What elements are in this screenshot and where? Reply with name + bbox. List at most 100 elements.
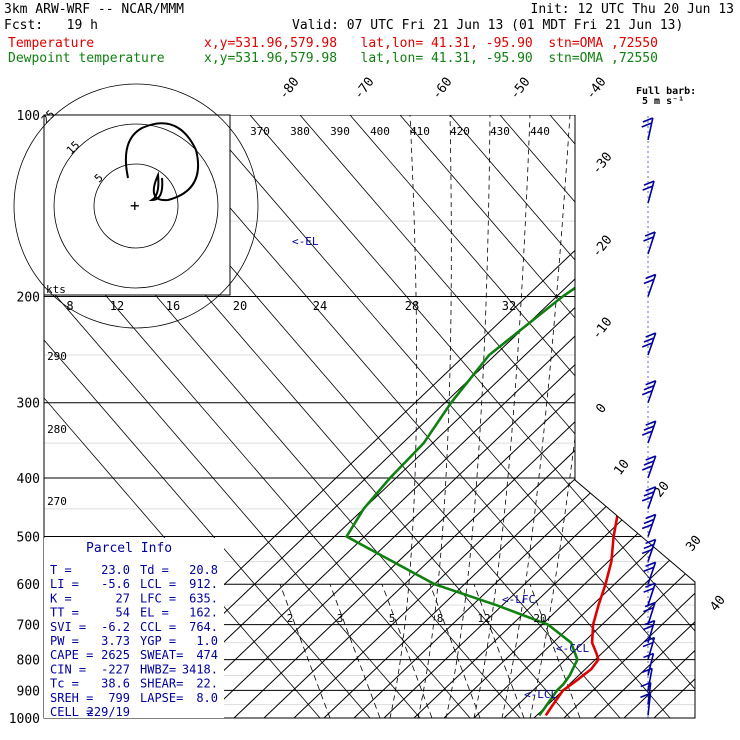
parcel-value: 764. — [189, 620, 218, 634]
parcel-key: EL = — [140, 606, 169, 620]
isotherm-label: -80 — [276, 75, 302, 103]
dry-adiabat — [44, 115, 371, 718]
hodograph-ring — [53, 123, 219, 289]
parcel-value: 229/19 — [87, 705, 130, 719]
parcel-value: 22. — [196, 677, 218, 691]
isotherm — [413, 115, 695, 718]
parcel-value: 912. — [189, 577, 218, 591]
pressure-label: 1000 — [9, 712, 40, 727]
hodograph-axis-label: 28 — [405, 299, 419, 313]
isotherm-label: 0 — [593, 401, 610, 416]
isotherm-label: 10 — [611, 457, 632, 479]
mixing-ratio-label: 5 — [389, 612, 396, 625]
hodograph-axis-label: 12 — [110, 299, 124, 313]
parcel-value: 8.0 — [196, 691, 218, 705]
parcel-key: CAPE = — [50, 648, 93, 662]
isotherm — [233, 115, 695, 718]
dry-adiabat — [499, 115, 695, 718]
parcel-value: -227 — [101, 662, 130, 676]
parcel-value: 799 — [108, 691, 130, 705]
mixing-ratio-line — [529, 584, 581, 718]
level-annotation: <-CCL — [556, 642, 589, 655]
dewpoint-location: x,y=531.96,579.98 lat,lon= 41.31, -95.90… — [204, 51, 658, 66]
pressure-label: 500 — [17, 530, 40, 545]
wind-barb — [641, 538, 657, 562]
moist-adiabat — [501, 115, 571, 718]
theta-label: 390 — [330, 125, 350, 138]
mixing-ratio-line — [381, 584, 433, 718]
parcel-key: Tc = — [50, 677, 79, 691]
theta-label: 380 — [290, 125, 310, 138]
mixing-ratio-label: 8 — [437, 612, 444, 625]
parcel-key: SREH = — [50, 691, 93, 705]
parcel-value: 162. — [189, 606, 218, 620]
dry-adiabat — [44, 115, 421, 718]
moist-adiabat — [389, 115, 418, 718]
parcel-value: 27 — [116, 591, 130, 605]
level-annotation: <-LCL — [524, 688, 557, 701]
theta-label: 370 — [250, 125, 270, 138]
barb-legend-title: Full barb: — [636, 86, 696, 97]
isotherm — [293, 115, 695, 718]
hodograph-box — [43, 114, 231, 296]
parcel-key: LAPSE= — [140, 691, 183, 705]
wind-barb — [641, 486, 657, 510]
moist-adiabat — [529, 115, 611, 718]
parcel-value: 2625 — [101, 648, 130, 662]
pressure-label: 200 — [17, 291, 40, 306]
isotherm-label: -50 — [507, 75, 533, 103]
level-annotation: <-EL — [292, 235, 319, 248]
wind-barb — [641, 667, 653, 691]
isotherm — [323, 115, 695, 718]
parcel-value: 1.0 — [196, 634, 218, 648]
parcel-value: 20.8 — [189, 563, 218, 577]
pressure-label: 600 — [17, 578, 40, 593]
theta-label: 440 — [530, 125, 550, 138]
hodograph-origin: + — [130, 196, 140, 215]
parcel-value: 54 — [116, 606, 130, 620]
theta-label: 420 — [450, 125, 470, 138]
isotherm-label: 40 — [707, 593, 728, 615]
moist-adiabat — [417, 115, 452, 718]
isotherm-label: -60 — [429, 75, 455, 103]
dry-adiabat — [449, 115, 695, 718]
dry-adiabat — [599, 115, 695, 718]
dry-adiabat — [549, 115, 695, 718]
isotherm-label: -10 — [589, 315, 615, 343]
wind-barb — [643, 652, 655, 676]
parcel-value: -6.2 — [101, 620, 130, 634]
parcel-key: SHEAR= — [140, 677, 183, 691]
wind-barb — [642, 180, 655, 204]
parcel-key: HWBZ= — [140, 662, 176, 676]
parcel-value: 635. — [189, 591, 218, 605]
isotherm — [473, 115, 695, 718]
mixing-ratio-line — [279, 584, 331, 718]
isotherm — [563, 115, 695, 718]
wind-barb — [643, 561, 657, 585]
wind-barb — [643, 231, 656, 255]
pressure-label: 800 — [17, 654, 40, 669]
pressure-label: 900 — [17, 684, 40, 699]
parcel-key: PW = — [50, 634, 79, 648]
theta-label: 400 — [370, 125, 390, 138]
parcel-title: Parcel Info — [86, 541, 172, 556]
mixing-ratio-label: 20 — [533, 612, 546, 625]
dry-adiabat — [44, 115, 471, 718]
parcel-key: YGP = — [140, 634, 176, 648]
isotherm-label: -70 — [351, 75, 377, 103]
valid-time: Valid: 07 UTC Fri 21 Jun 13 (01 MDT Fri … — [292, 18, 684, 33]
moist-adiabat — [473, 115, 531, 718]
hodograph-axis-label: 24 — [313, 299, 327, 313]
parcel-key: CELL = — [50, 705, 93, 719]
parcel-key: SWEAT= — [140, 648, 183, 662]
parcel-key: CIN = — [50, 662, 86, 676]
wind-barb — [641, 420, 657, 444]
pressure-label: 400 — [17, 472, 40, 487]
isotherm — [623, 115, 695, 718]
dewpoint-legend: Dewpoint temperature — [8, 51, 165, 66]
parcel-value: 38.6 — [101, 677, 130, 691]
parcel-key: LFC = — [140, 591, 176, 605]
hodograph-trace — [124, 122, 200, 202]
parcel-key: T = — [50, 563, 72, 577]
